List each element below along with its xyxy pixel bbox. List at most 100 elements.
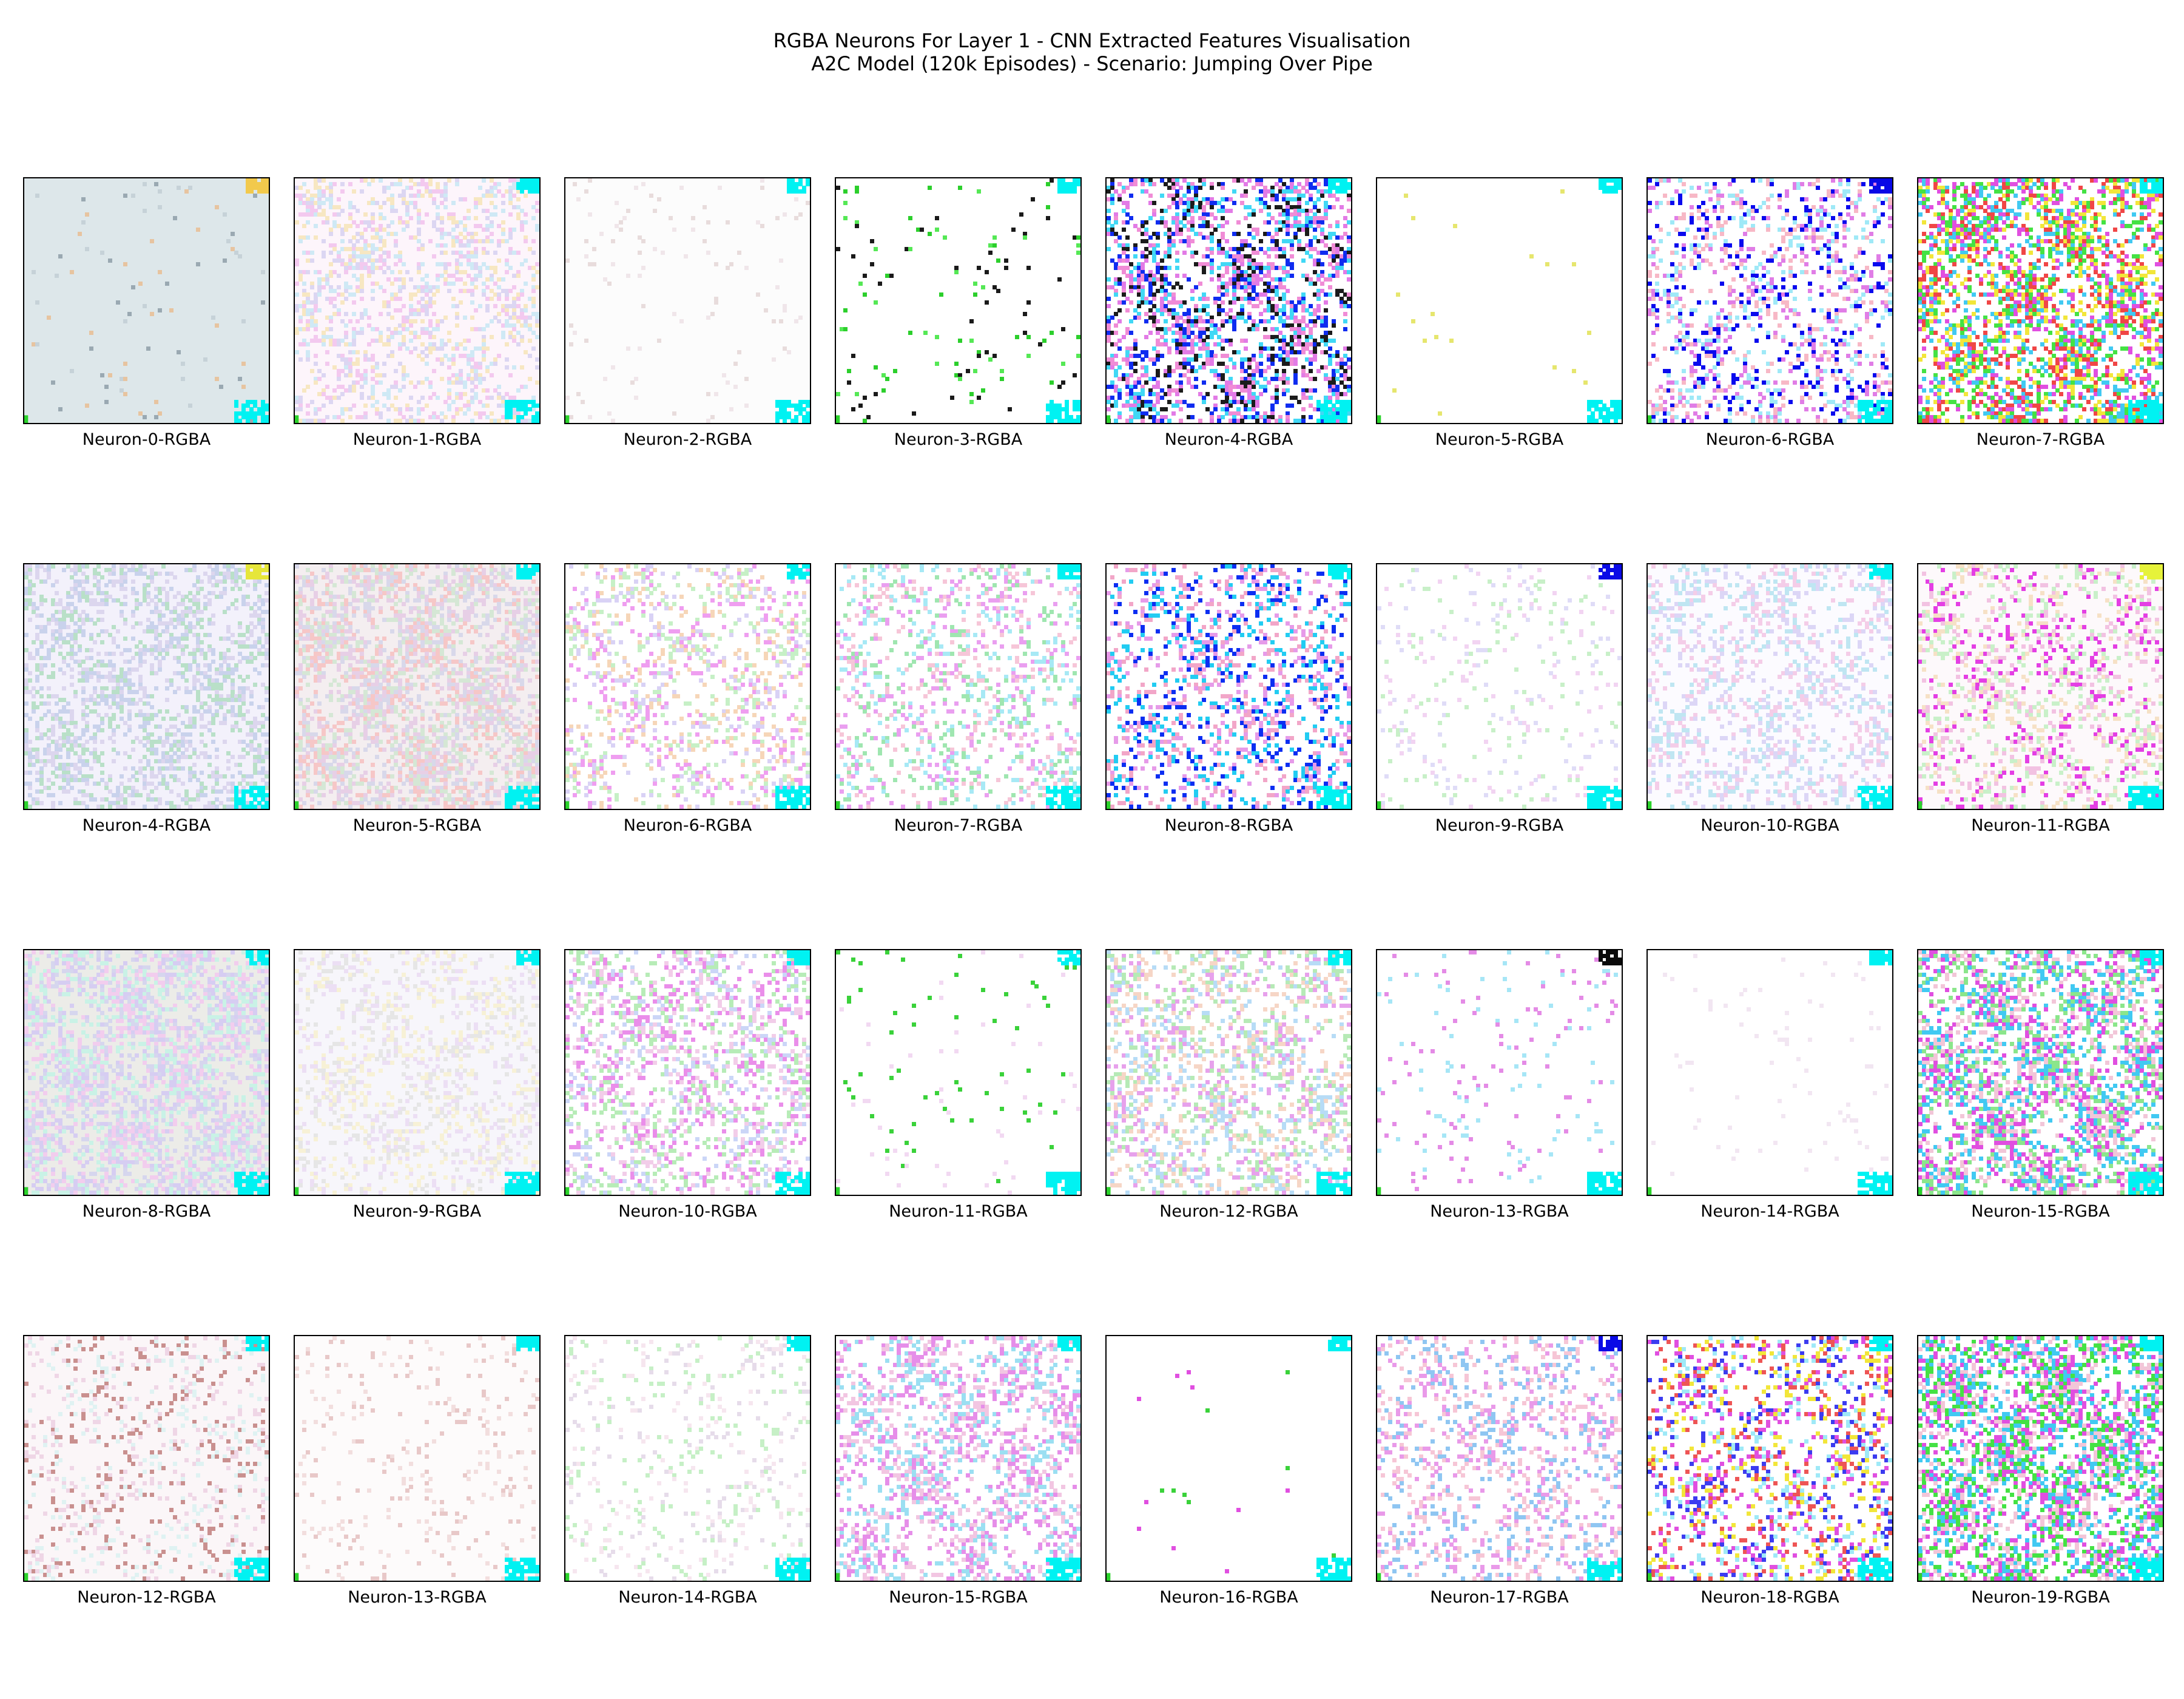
- neuron-panel: Neuron-12-RGBA: [23, 1335, 270, 1607]
- neuron-feature-map: [1646, 1335, 1893, 1582]
- neuron-panel: Neuron-13-RGBA: [294, 1335, 541, 1607]
- neuron-feature-map: [564, 563, 811, 810]
- neuron-panel: Neuron-19-RGBA: [1917, 1335, 2164, 1607]
- feature-map-image: [1377, 564, 1622, 809]
- neuron-feature-map: [294, 1335, 541, 1582]
- neuron-panel: Neuron-11-RGBA: [835, 949, 1082, 1221]
- neuron-label: Neuron-9-RGBA: [352, 1202, 482, 1221]
- neuron-label: Neuron-13-RGBA: [1430, 1202, 1569, 1221]
- feature-map-image: [24, 1336, 269, 1581]
- feature-map-image: [1648, 1336, 1892, 1581]
- neuron-label: Neuron-18-RGBA: [1700, 1588, 1839, 1607]
- neuron-panel: Neuron-6-RGBA: [1646, 177, 1893, 449]
- feature-map-image: [24, 178, 269, 423]
- neuron-panel: Neuron-18-RGBA: [1646, 1335, 1893, 1607]
- feature-map-image: [295, 950, 539, 1195]
- feature-map-image: [836, 178, 1080, 423]
- neuron-feature-map: [835, 563, 1082, 810]
- neuron-label: Neuron-15-RGBA: [889, 1588, 1028, 1607]
- feature-map-image: [1648, 950, 1892, 1195]
- neuron-label: Neuron-14-RGBA: [618, 1588, 757, 1607]
- neuron-label: Neuron-2-RGBA: [623, 430, 752, 449]
- neuron-panel: Neuron-1-RGBA: [294, 177, 541, 449]
- neuron-label: Neuron-7-RGBA: [1976, 430, 2105, 449]
- neuron-panel: Neuron-9-RGBA: [294, 949, 541, 1221]
- neuron-feature-map: [564, 177, 811, 424]
- neuron-panel: Neuron-5-RGBA: [294, 563, 541, 835]
- neuron-feature-map: [23, 1335, 270, 1582]
- neuron-label: Neuron-9-RGBA: [1435, 816, 1564, 835]
- neuron-label: Neuron-14-RGBA: [1700, 1202, 1839, 1221]
- neuron-feature-map: [835, 1335, 1082, 1582]
- neuron-feature-map: [1105, 1335, 1352, 1582]
- neuron-feature-map: [294, 949, 541, 1196]
- neuron-label: Neuron-15-RGBA: [1971, 1202, 2110, 1221]
- neuron-panel: Neuron-5-RGBA: [1376, 177, 1623, 449]
- neuron-panel: Neuron-7-RGBA: [835, 563, 1082, 835]
- neuron-label: Neuron-10-RGBA: [618, 1202, 757, 1221]
- feature-map-image: [1107, 564, 1351, 809]
- feature-map-image: [565, 950, 810, 1195]
- neuron-panel: Neuron-14-RGBA: [564, 1335, 811, 1607]
- neuron-label: Neuron-13-RGBA: [348, 1588, 487, 1607]
- neuron-label: Neuron-11-RGBA: [1971, 816, 2110, 835]
- neuron-feature-map: [835, 177, 1082, 424]
- feature-map-image: [836, 564, 1080, 809]
- neuron-panel: Neuron-13-RGBA: [1376, 949, 1623, 1221]
- feature-map-image: [565, 178, 810, 423]
- feature-map-image: [565, 564, 810, 809]
- neuron-feature-map: [1917, 949, 2164, 1196]
- neuron-panel: Neuron-3-RGBA: [835, 177, 1082, 449]
- neuron-feature-map: [564, 949, 811, 1196]
- neuron-label: Neuron-7-RGBA: [894, 816, 1023, 835]
- neuron-feature-map: [23, 949, 270, 1196]
- neuron-feature-map: [1376, 563, 1623, 810]
- neuron-panel: Neuron-9-RGBA: [1376, 563, 1623, 835]
- neuron-panel: Neuron-4-RGBA: [23, 563, 270, 835]
- feature-map-image: [1648, 564, 1892, 809]
- neuron-label: Neuron-6-RGBA: [1705, 430, 1835, 449]
- neuron-feature-map: [1105, 949, 1352, 1196]
- feature-map-image: [1107, 1336, 1351, 1581]
- neuron-label: Neuron-12-RGBA: [1159, 1202, 1298, 1221]
- neuron-feature-map: [1646, 177, 1893, 424]
- feature-map-image: [1107, 950, 1351, 1195]
- neuron-label: Neuron-4-RGBA: [82, 816, 211, 835]
- neuron-panel: Neuron-15-RGBA: [835, 1335, 1082, 1607]
- neuron-label: Neuron-16-RGBA: [1159, 1588, 1298, 1607]
- neuron-label: Neuron-19-RGBA: [1971, 1588, 2110, 1607]
- figure-title: RGBA Neurons For Layer 1 - CNN Extracted…: [0, 29, 2184, 75]
- neuron-label: Neuron-4-RGBA: [1164, 430, 1293, 449]
- feature-map-image: [1377, 178, 1622, 423]
- neuron-label: Neuron-8-RGBA: [82, 1202, 211, 1221]
- neuron-feature-map: [564, 1335, 811, 1582]
- neuron-feature-map: [835, 949, 1082, 1196]
- neuron-label: Neuron-5-RGBA: [1435, 430, 1564, 449]
- feature-map-image: [1918, 178, 2163, 423]
- feature-map-image: [1918, 564, 2163, 809]
- neuron-feature-map: [294, 563, 541, 810]
- neuron-label: Neuron-0-RGBA: [82, 430, 211, 449]
- neuron-feature-map: [1376, 949, 1623, 1196]
- figure-title-line-2: A2C Model (120k Episodes) - Scenario: Ju…: [811, 52, 1373, 75]
- feature-map-image: [24, 950, 269, 1195]
- neuron-label: Neuron-3-RGBA: [894, 430, 1023, 449]
- neuron-feature-map: [1646, 563, 1893, 810]
- neuron-panel: Neuron-14-RGBA: [1646, 949, 1893, 1221]
- feature-map-image: [1107, 178, 1351, 423]
- neuron-panel: Neuron-10-RGBA: [1646, 563, 1893, 835]
- neuron-panel: Neuron-17-RGBA: [1376, 1335, 1623, 1607]
- feature-map-image: [1377, 950, 1622, 1195]
- neuron-panel: Neuron-8-RGBA: [1105, 563, 1352, 835]
- neuron-panel: Neuron-4-RGBA: [1105, 177, 1352, 449]
- neuron-panel: Neuron-11-RGBA: [1917, 563, 2164, 835]
- neuron-panel: Neuron-6-RGBA: [564, 563, 811, 835]
- feature-map-image: [24, 564, 269, 809]
- feature-map-image: [1648, 178, 1892, 423]
- neuron-panel: Neuron-10-RGBA: [564, 949, 811, 1221]
- neuron-feature-map: [1646, 949, 1893, 1196]
- neuron-label: Neuron-6-RGBA: [623, 816, 752, 835]
- neuron-panel: Neuron-12-RGBA: [1105, 949, 1352, 1221]
- neuron-panel: Neuron-16-RGBA: [1105, 1335, 1352, 1607]
